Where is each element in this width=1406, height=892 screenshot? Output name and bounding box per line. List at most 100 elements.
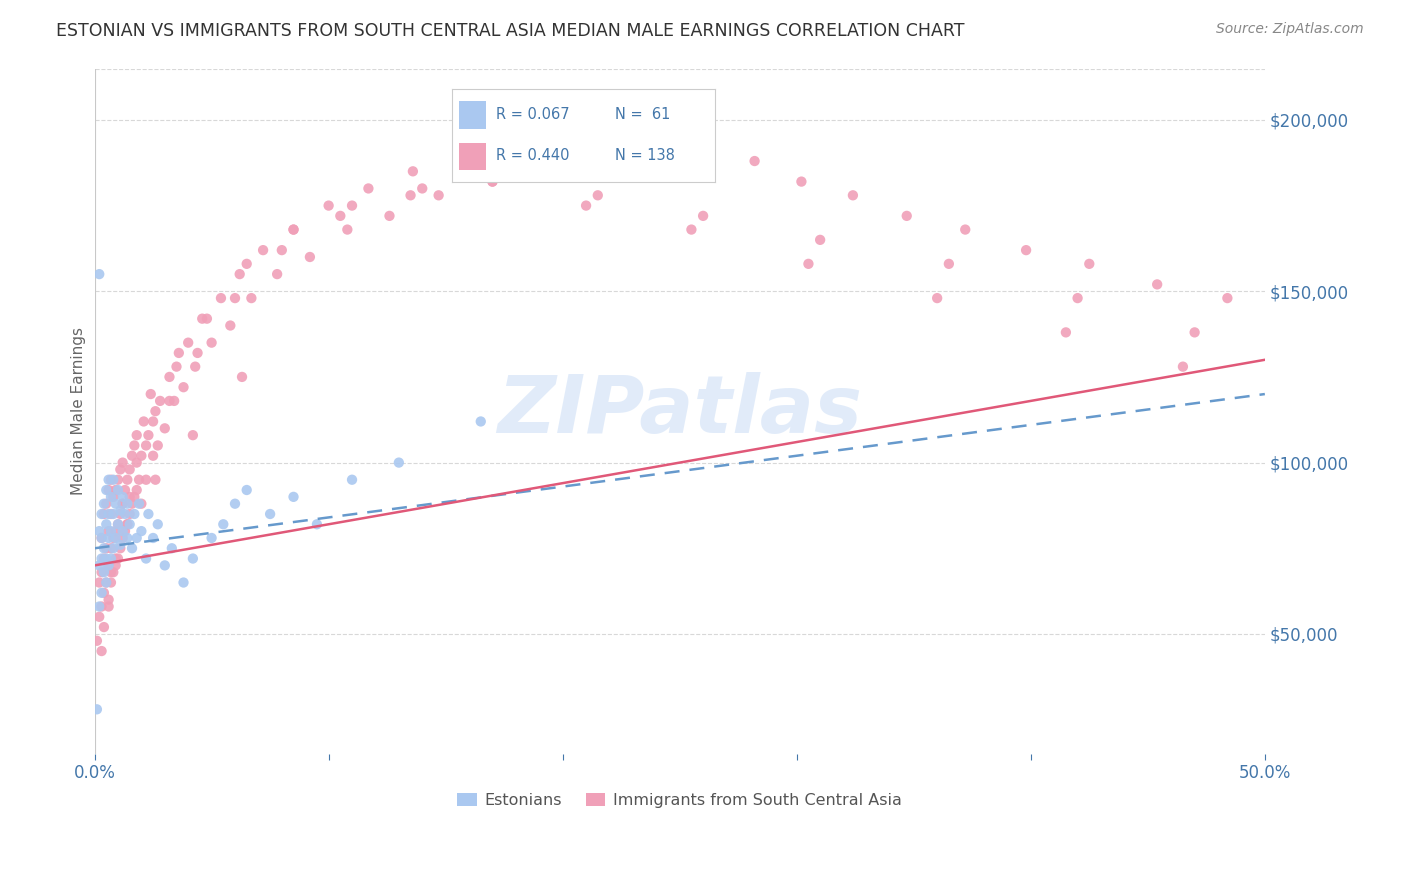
Point <box>544 164 567 178</box>
Point <box>96 483 118 497</box>
Point <box>131 524 153 538</box>
Point <box>142 415 165 429</box>
Point <box>938 257 960 271</box>
Point <box>283 222 305 236</box>
Point <box>378 209 401 223</box>
Point <box>96 541 118 556</box>
Text: ZIPatlas: ZIPatlas <box>498 372 862 450</box>
Point <box>235 257 257 271</box>
Point <box>104 497 127 511</box>
Point <box>744 154 766 169</box>
Point <box>146 438 169 452</box>
Point <box>125 483 148 497</box>
Point <box>163 393 186 408</box>
Point <box>111 456 134 470</box>
Point <box>411 181 433 195</box>
Point <box>132 415 155 429</box>
Point <box>1171 359 1194 374</box>
Point <box>118 462 141 476</box>
Point <box>797 257 820 271</box>
Point <box>240 291 263 305</box>
Point <box>103 473 125 487</box>
Point <box>96 517 118 532</box>
Point <box>93 566 115 580</box>
Point <box>125 428 148 442</box>
Point <box>104 558 127 573</box>
Point <box>100 566 122 580</box>
Point <box>402 164 425 178</box>
Point <box>790 175 813 189</box>
Point <box>90 551 112 566</box>
Point <box>219 318 242 333</box>
Point <box>90 599 112 614</box>
Point <box>149 393 172 408</box>
Point <box>166 359 188 374</box>
Point <box>1184 326 1206 340</box>
Point <box>107 517 129 532</box>
Point <box>100 524 122 538</box>
Point <box>142 531 165 545</box>
Point <box>97 599 120 614</box>
Legend: Estonians, Immigrants from South Central Asia: Estonians, Immigrants from South Central… <box>451 787 908 814</box>
Point <box>167 346 190 360</box>
Point <box>100 551 122 566</box>
Point <box>90 531 112 545</box>
Point <box>117 473 139 487</box>
Point <box>117 517 139 532</box>
Point <box>111 524 134 538</box>
Point <box>512 130 534 145</box>
Point <box>259 507 281 521</box>
Point <box>89 558 111 573</box>
Point <box>93 620 115 634</box>
Point <box>357 181 380 195</box>
Point <box>131 497 153 511</box>
Point <box>453 147 475 161</box>
Point <box>104 483 127 497</box>
Point <box>110 503 132 517</box>
Point <box>110 538 132 552</box>
Point <box>110 507 132 521</box>
Point <box>266 267 288 281</box>
Point <box>110 462 132 476</box>
Point <box>86 633 108 648</box>
Point <box>114 483 136 497</box>
Point <box>135 551 157 566</box>
Point <box>90 566 112 580</box>
Point <box>128 473 150 487</box>
Point <box>586 188 609 202</box>
Point <box>145 473 167 487</box>
Point <box>399 188 422 202</box>
Point <box>270 243 292 257</box>
Point <box>97 558 120 573</box>
Point <box>955 222 977 236</box>
Point <box>93 497 115 511</box>
Point <box>177 335 200 350</box>
Point <box>927 291 949 305</box>
Point <box>125 456 148 470</box>
Point <box>896 209 918 223</box>
Point <box>93 551 115 566</box>
Point <box>97 558 120 573</box>
Point <box>159 370 181 384</box>
Point <box>575 198 598 212</box>
Point <box>173 380 195 394</box>
Point <box>107 473 129 487</box>
Point <box>97 473 120 487</box>
Point <box>97 531 120 545</box>
Point <box>252 243 274 257</box>
Point <box>93 586 115 600</box>
Point <box>111 497 134 511</box>
Point <box>118 517 141 532</box>
Point <box>104 524 127 538</box>
Point <box>138 428 160 442</box>
Point <box>1078 257 1101 271</box>
Point <box>184 359 207 374</box>
Point <box>209 291 232 305</box>
Point <box>131 449 153 463</box>
Point <box>100 541 122 556</box>
Point <box>89 267 111 281</box>
Text: Source: ZipAtlas.com: Source: ZipAtlas.com <box>1216 22 1364 37</box>
Point <box>103 541 125 556</box>
Point <box>305 517 328 532</box>
Point <box>153 558 176 573</box>
